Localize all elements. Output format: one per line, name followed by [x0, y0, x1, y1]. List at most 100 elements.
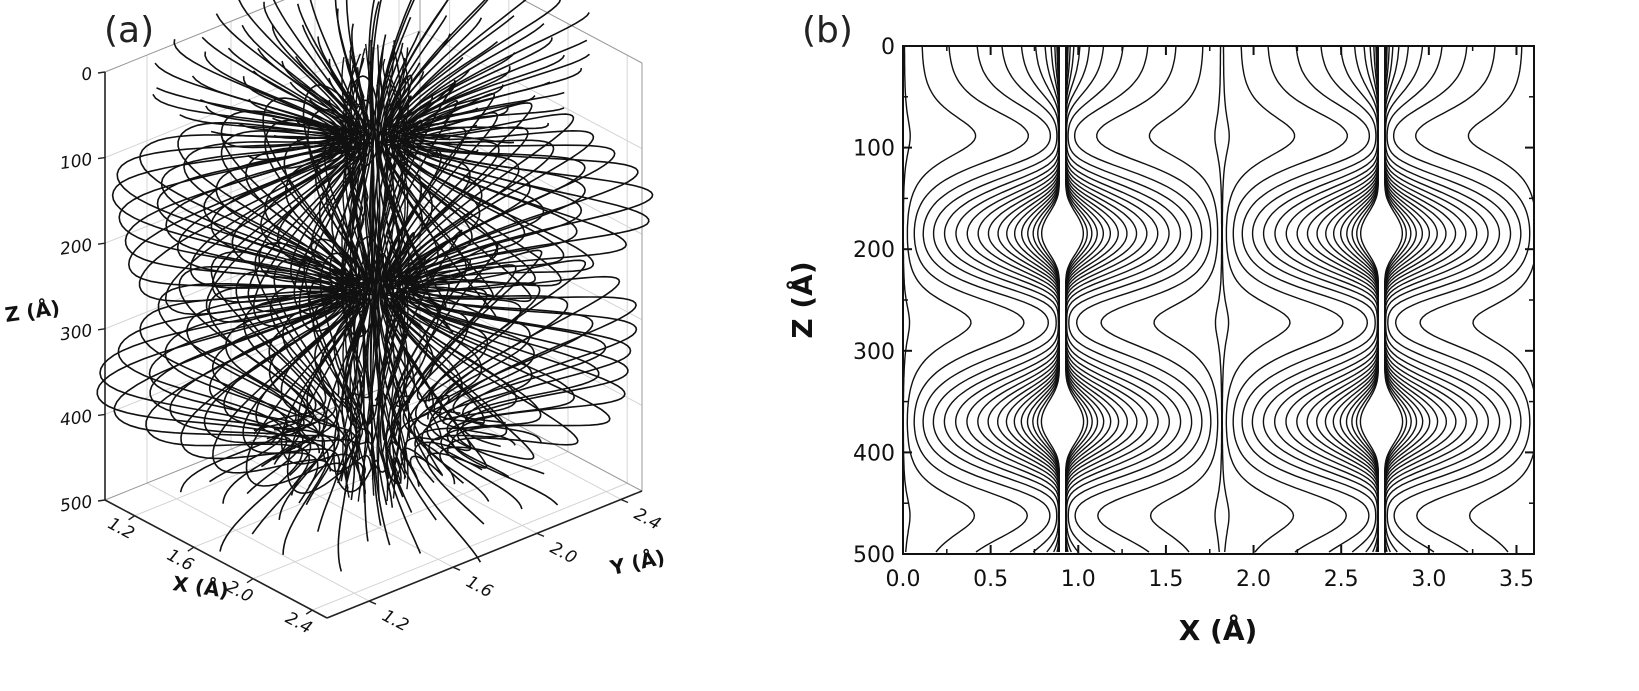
contour-line-79	[1561, 46, 1639, 552]
y-tick-label: 200	[853, 238, 895, 263]
contour-line-87	[1605, 46, 1639, 552]
contour-line-36	[1214, 46, 1223, 553]
panel-b-y-axis-label: Z (Å)	[785, 261, 819, 338]
y-tick-label: 100	[853, 137, 895, 162]
y-tick-mark	[452, 566, 461, 571]
core-streamline-24	[376, 67, 381, 502]
panel-b-ticks: 0.0 0.5 1.0 1.5 2.0 2.5 3.0 3.5 0 100 200 300 400 500	[853, 35, 1534, 592]
y-tick-label: 2.4	[631, 504, 664, 534]
y-tick-mark	[368, 600, 377, 605]
contour-line-42	[1073, 46, 1203, 553]
contour-line-71	[1359, 46, 1380, 552]
streamline-48	[398, 37, 555, 404]
streamline-107	[407, 53, 616, 402]
streamline-82	[178, 0, 366, 431]
streamline-105	[410, 91, 654, 424]
contour-line-75	[1545, 46, 1613, 552]
panel-a-z-axis-label: Z (Å)	[3, 295, 61, 326]
x-tick-mark	[128, 515, 135, 521]
core-streamline-18	[342, 59, 364, 496]
contour-line-5	[913, 46, 1030, 553]
x-tick-label: 2.0	[1236, 567, 1271, 592]
contour-line-34	[747, 46, 765, 552]
contour-line-35	[1040, 46, 1061, 552]
streamline-60	[165, 51, 346, 454]
z-tick-label: 200	[59, 235, 94, 259]
panel-a-y-axis-label: Y (Å)	[607, 545, 667, 580]
x-tick-label: 3.5	[1499, 567, 1534, 592]
contour-line-91	[1626, 46, 1639, 552]
panel-b-label: (b)	[802, 10, 853, 51]
z-tick-mark	[97, 242, 106, 245]
contour-line-43	[1241, 46, 1371, 553]
z-tick-mark	[97, 328, 106, 331]
z-tick-mark	[97, 71, 106, 74]
contour-line-62	[1064, 46, 1105, 552]
contour-line-89	[1616, 46, 1639, 552]
core-streamline-17	[341, 56, 363, 491]
contour-line-17	[977, 46, 1060, 553]
panel-b-x-axis-label: X (Å)	[1179, 613, 1258, 647]
contour-line-38	[1148, 46, 1219, 553]
y-tick-label: 300	[853, 340, 895, 365]
x-tick-label: 2.4	[282, 608, 315, 638]
panel-a-label: (a)	[104, 10, 154, 51]
contour-line-2	[831, 46, 899, 552]
contour-line-7	[922, 46, 1052, 553]
contour-line-9	[932, 46, 1058, 553]
contour-line-80	[1386, 46, 1512, 553]
panel-b-contour-plot: 0.0 0.5 1.0 1.5 2.0 2.5 3.0 3.5 0 100 200 300 400 500…	[747, 35, 1639, 647]
contour-line-73	[1541, 46, 1548, 552]
contour-line-24	[747, 46, 792, 552]
contour-line-106	[1383, 46, 1404, 552]
contour-line-37	[1221, 46, 1230, 553]
box-edge	[104, 0, 285, 73]
core-streamline-13	[355, 48, 369, 482]
z-tick-label: 400	[59, 407, 94, 431]
contour-line-74	[1467, 46, 1534, 553]
y-tick-label: 0	[881, 35, 895, 60]
y-tick-mark	[620, 498, 629, 504]
streamline-106	[409, 67, 639, 414]
streamline-91	[138, 93, 349, 474]
x-tick-label: 1.2	[104, 514, 137, 544]
contour-line-45	[1251, 46, 1377, 553]
z-tick-mark	[97, 499, 106, 502]
contour-line-28	[747, 46, 779, 552]
streamline-109	[398, 12, 590, 398]
x-tick-mark	[187, 546, 195, 552]
grid-line	[252, 451, 569, 580]
contour-line-44	[1067, 46, 1193, 553]
panel-a-streamlines	[96, 0, 654, 572]
core-streamline-25	[379, 61, 389, 502]
contour-line-6	[756, 46, 883, 552]
x-tick-label: 2.5	[1324, 567, 1359, 592]
contour-line-78	[1392, 46, 1522, 553]
axis-line	[104, 499, 328, 619]
contour-line-32	[747, 46, 769, 552]
grid-line	[146, 482, 370, 602]
core-streamline-19	[345, 57, 365, 498]
contour-line-0	[903, 198, 904, 458]
core-streamline-22	[363, 61, 372, 503]
contour-line-26	[747, 46, 785, 552]
streamline-88	[113, 39, 339, 552]
contour-line-98	[1383, 46, 1424, 552]
contour-line-76	[1415, 46, 1531, 553]
streamline-54	[235, 0, 376, 440]
x-tick-label: 0.0	[886, 567, 921, 592]
y-tick-mark	[536, 532, 545, 537]
box-edge	[522, 0, 643, 64]
y-tick-label: 1.2	[379, 606, 412, 636]
contour-line-77	[1552, 46, 1639, 552]
streamline-102	[401, 134, 629, 448]
contour-line-70	[1064, 46, 1085, 552]
core-streamline-6	[385, 47, 406, 480]
streamline-87	[96, 36, 341, 449]
contour-line-40	[1096, 46, 1212, 553]
z-tick-mark	[97, 156, 106, 160]
contour-line-3	[906, 46, 977, 553]
grid-line	[419, 30, 643, 150]
